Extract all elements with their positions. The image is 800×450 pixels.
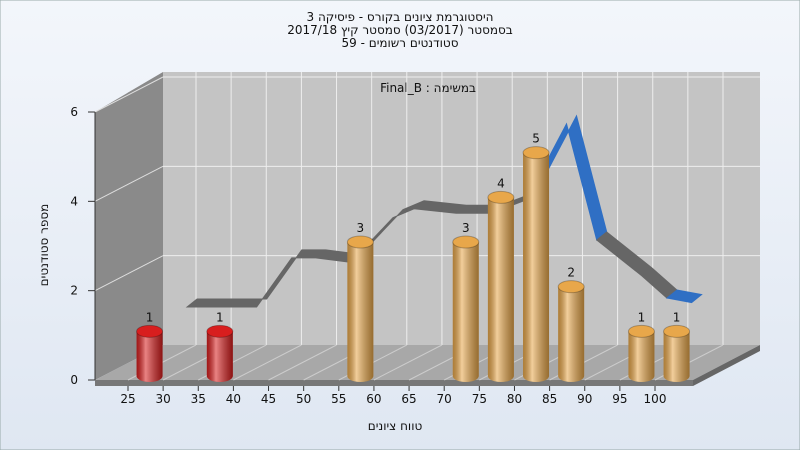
x-tick-label: 90 — [577, 392, 592, 406]
bar-shade — [452, 242, 479, 382]
grid-line — [373, 344, 443, 381]
bar-shade — [523, 152, 550, 382]
bar — [557, 280, 585, 382]
data-label: 3 — [462, 221, 470, 235]
bar-shade — [663, 331, 690, 382]
grid-line — [94, 165, 164, 202]
y-tick-label: 4 — [70, 194, 78, 208]
bar-cap — [627, 324, 655, 338]
data-label: 1 — [673, 310, 681, 324]
bar-cap — [452, 235, 480, 249]
bar-cap — [346, 235, 374, 249]
annotation: Final_B : במשימה — [380, 81, 476, 95]
data-label: 4 — [497, 176, 505, 190]
x-tick-label: 95 — [612, 392, 627, 406]
bar-shade — [206, 331, 233, 382]
x-axis-label: טווח ציונים — [368, 419, 423, 433]
x-tick-label: 35 — [191, 392, 206, 406]
bar — [522, 146, 550, 382]
x-tick-label: 85 — [542, 392, 557, 406]
bar-cap — [136, 324, 164, 338]
data-label: 1 — [146, 310, 154, 324]
data-label: 5 — [532, 132, 540, 146]
bar-shade — [558, 286, 585, 382]
x-tick-label: 55 — [331, 392, 346, 406]
bar-cap — [206, 324, 234, 338]
bar-cap — [663, 324, 691, 338]
bar-cap — [487, 190, 515, 204]
floor-side — [693, 345, 760, 386]
x-tick-label: 45 — [261, 392, 276, 406]
title-line: בסמסטר (03/2017) סמסטר קיץ 2017/18 — [287, 23, 513, 37]
x-tick-label: 25 — [120, 392, 135, 406]
data-label: 1 — [638, 310, 646, 324]
left-wall — [95, 72, 163, 380]
x-tick-label: 30 — [155, 392, 170, 406]
y-tick-label: 6 — [70, 105, 78, 119]
x-tick-label: 40 — [226, 392, 241, 406]
x-tick-label: 60 — [366, 392, 381, 406]
bar — [663, 324, 691, 382]
data-label: 3 — [357, 221, 365, 235]
bar-shade — [347, 242, 374, 382]
x-tick-label: 65 — [401, 392, 416, 406]
bar — [487, 190, 515, 382]
data-label: 1 — [216, 310, 224, 324]
floor — [95, 345, 760, 380]
trend-ribbon — [665, 289, 703, 304]
x-tick-label: 75 — [472, 392, 487, 406]
data-label: 2 — [567, 266, 575, 280]
bar — [206, 324, 234, 382]
bar — [346, 235, 374, 382]
title-line: סטודנטים רשומים - 59 — [341, 36, 458, 50]
bar-shade — [628, 331, 655, 382]
grid-line — [94, 255, 164, 292]
bar — [136, 324, 164, 382]
bar-shade — [136, 331, 163, 382]
bar-cap — [557, 280, 585, 294]
x-tick-label: 100 — [644, 392, 667, 406]
bar — [452, 235, 480, 382]
x-tick-label: 50 — [296, 392, 311, 406]
bar-cap — [522, 146, 550, 160]
x-tick-label: 70 — [437, 392, 452, 406]
grid-line — [94, 76, 164, 113]
bar-shade — [487, 197, 514, 382]
y-tick-label: 0 — [70, 373, 78, 387]
bar — [627, 324, 655, 382]
grid-line — [268, 344, 337, 381]
grid-line — [233, 344, 302, 381]
floor-edge — [95, 380, 693, 386]
title-line: היסטוגרמת ציונים בקורס - פיסיקה 3 — [307, 10, 494, 24]
x-tick-label: 80 — [507, 392, 522, 406]
y-tick-label: 2 — [70, 284, 78, 298]
y-axis-label: מספר סטודנטים — [37, 204, 51, 287]
